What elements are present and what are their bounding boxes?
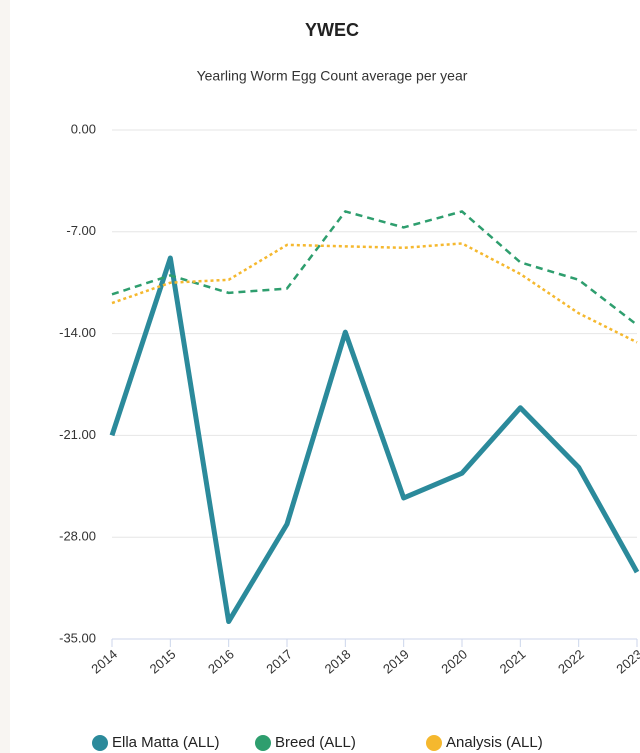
- legend-label: Ella Matta (ALL): [112, 734, 220, 751]
- legend-marker: [255, 735, 271, 751]
- y-tick-label: -28.00: [59, 529, 96, 544]
- line-series: [111, 210, 638, 326]
- y-tick-label: -35.00: [59, 630, 96, 645]
- legend-label: Breed (ALL): [275, 734, 356, 751]
- y-tick-label: 0.00: [71, 121, 96, 136]
- card: [10, 0, 640, 753]
- line-series: [109, 255, 640, 625]
- y-tick-label: -14.00: [59, 325, 96, 340]
- chart-title: YWEC: [305, 20, 359, 40]
- line-series: [111, 242, 638, 344]
- legend-marker: [92, 735, 108, 751]
- y-tick-label: -21.00: [59, 427, 96, 442]
- legend-label: Analysis (ALL): [446, 734, 543, 751]
- y-tick-label: -7.00: [66, 223, 96, 238]
- legend-marker: [426, 735, 442, 751]
- chart-subtitle: Yearling Worm Egg Count average per year: [197, 68, 468, 84]
